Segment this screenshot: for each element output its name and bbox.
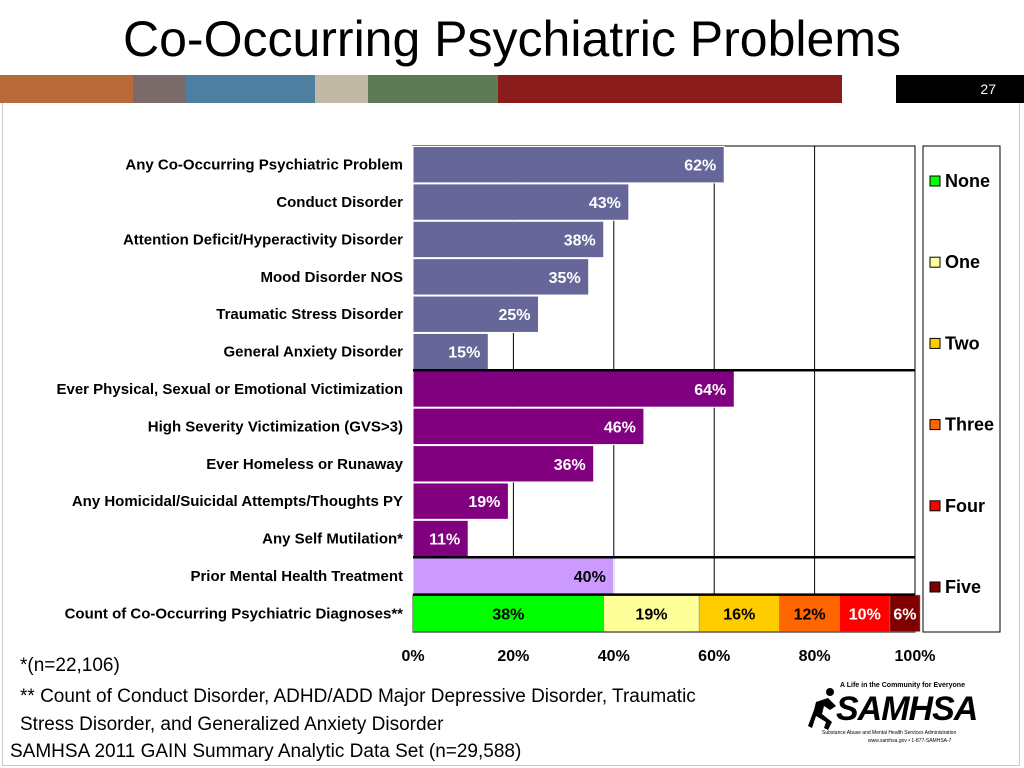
- legend-label: None: [945, 171, 990, 191]
- legend-swatch: [929, 337, 941, 349]
- stacked-bar-segment: [839, 594, 891, 632]
- running-figure-icon: [808, 688, 836, 730]
- legend-swatch: [929, 419, 941, 431]
- samhsa-logo: A Life in the Community for Everyone SAM…: [808, 682, 978, 746]
- color-strip-segment: [368, 75, 498, 103]
- bar-value-label: 19%: [468, 494, 500, 511]
- bar-value-label: 46%: [604, 419, 636, 436]
- decorative-color-strip: [0, 75, 1024, 103]
- bar: [412, 295, 539, 333]
- x-tick-label: 60%: [698, 648, 730, 665]
- legend-label: One: [945, 252, 980, 272]
- logo-url: www.samhsa.gov • 1-877-SAMHSA-7: [868, 738, 952, 744]
- bar: [412, 183, 630, 221]
- bar-value-label: 36%: [554, 457, 586, 474]
- bar: [412, 445, 595, 483]
- slide-title: Co-Occurring Psychiatric Problems: [123, 11, 901, 67]
- category-label: Traumatic Stress Disorder: [216, 306, 403, 323]
- legend-box: [922, 145, 1001, 633]
- category-label: Conduct Disorder: [276, 194, 403, 211]
- bar-value-label: 11%: [429, 532, 460, 549]
- x-tick-label: 100%: [895, 648, 936, 665]
- color-strip-segment: [498, 75, 842, 103]
- category-label: Count of Co-Occurring Psychiatric Diagno…: [65, 605, 404, 622]
- bar: [412, 258, 590, 296]
- bar: [412, 220, 605, 259]
- category-label: General Anxiety Disorder: [223, 344, 403, 361]
- bar-value-label: 25%: [498, 307, 530, 324]
- logo-tagline: A Life in the Community for Everyone: [840, 682, 965, 689]
- footnote-count-definition: ** Count of Conduct Disorder, ADHD/ADD M…: [20, 686, 696, 735]
- bar: [412, 482, 509, 520]
- bar: [412, 519, 469, 558]
- stacked-segment-label: 10%: [849, 606, 881, 623]
- stacked-segment-label: 16%: [723, 606, 755, 623]
- category-label: Prior Mental Health Treatment: [190, 568, 403, 585]
- logo-subtitle: Substance Abuse and Mental Health Servic…: [822, 730, 957, 736]
- x-tick-label: 40%: [598, 648, 630, 665]
- bar-value-label: 64%: [694, 382, 726, 399]
- x-tick-label: 20%: [497, 648, 529, 665]
- category-label: Mood Disorder NOS: [260, 269, 403, 286]
- color-strip-segment: [133, 75, 186, 103]
- stacked-bar-segment: [412, 594, 605, 632]
- bar: [412, 557, 615, 595]
- bar-value-label: 62%: [684, 158, 716, 175]
- legend-swatch: [929, 500, 941, 512]
- page-number: 27: [896, 75, 1024, 103]
- bar-value-label: 38%: [564, 232, 596, 249]
- legend-label: Two: [945, 333, 980, 353]
- x-tick-label: 80%: [799, 648, 831, 665]
- color-strip-segment: [0, 75, 133, 103]
- logo-wordmark: SAMHSA: [836, 690, 978, 728]
- content-frame: [2, 103, 1020, 766]
- category-label: Any Self Mutilation*: [262, 531, 403, 548]
- legend-label: Five: [945, 577, 981, 597]
- stacked-segment-label: 19%: [635, 606, 667, 623]
- category-label: Attention Deficit/Hyperactivity Disorder: [123, 231, 403, 248]
- color-strip-segment: [186, 75, 315, 103]
- category-label: Ever Homeless or Runaway: [206, 456, 403, 473]
- bar-value-label: 35%: [549, 270, 581, 287]
- category-label: Any Co-Occurring Psychiatric Problem: [125, 157, 403, 174]
- category-label: Any Homicidal/Suicidal Attempts/Thoughts…: [72, 493, 403, 510]
- stacked-bar-segment: [698, 594, 780, 632]
- x-tick-label: 0%: [401, 648, 424, 665]
- category-label: Ever Physical, Sexual or Emotional Victi…: [56, 381, 403, 398]
- stacked-segment-label: 12%: [794, 606, 826, 623]
- legend-swatch: [929, 581, 941, 593]
- color-strip-segment: [315, 75, 368, 103]
- bar: [412, 370, 735, 408]
- stacked-segment-label: 38%: [492, 606, 524, 623]
- bar-value-label: 40%: [574, 569, 606, 586]
- bar: [412, 332, 489, 371]
- legend-label: Three: [945, 415, 994, 435]
- legend-swatch: [929, 175, 941, 187]
- legend-label: Four: [945, 496, 985, 516]
- stacked-bar-segment: [603, 594, 700, 632]
- bar: [412, 407, 645, 446]
- source-note: SAMHSA 2011 GAIN Summary Analytic Data S…: [10, 741, 522, 762]
- legend-swatch: [929, 256, 941, 268]
- category-label: High Severity Victimization (GVS>3): [148, 418, 403, 435]
- bar: [412, 146, 725, 184]
- bar-value-label: 15%: [448, 345, 480, 362]
- bar-value-label: 43%: [589, 195, 621, 212]
- footnote-sample-size: *(n=22,106): [20, 655, 120, 676]
- stacked-bar-segment: [889, 594, 921, 632]
- stacked-segment-label: 6%: [893, 606, 916, 623]
